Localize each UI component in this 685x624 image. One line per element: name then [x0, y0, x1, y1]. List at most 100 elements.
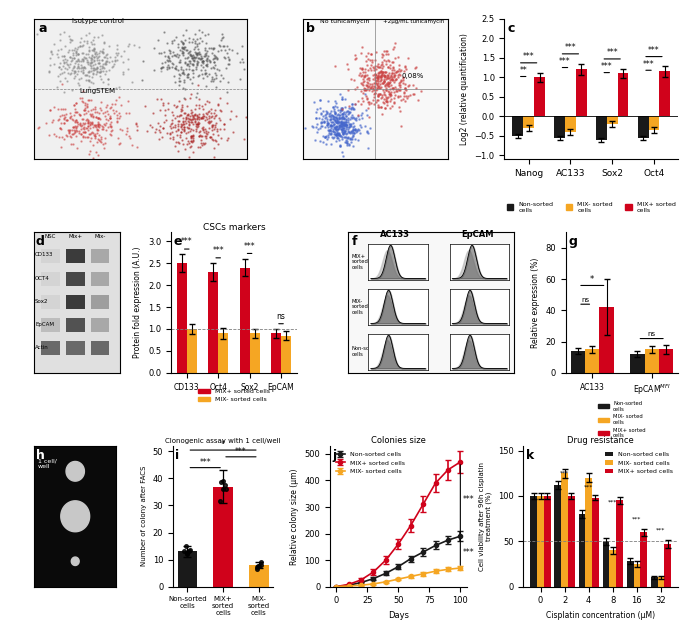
Bar [66, 318, 85, 332]
Point [190, 117, 201, 127]
Point [64, 52, 75, 62]
Point [86, 105, 97, 115]
Point [390, 67, 401, 77]
Point [91, 53, 102, 63]
Point [386, 66, 397, 76]
Point [58, 134, 69, 144]
Point [54, 62, 65, 72]
Point [340, 122, 351, 132]
Point [357, 64, 368, 74]
Point [375, 67, 386, 77]
Point [173, 76, 184, 86]
Point [177, 50, 188, 60]
Point [315, 119, 326, 129]
Point [384, 60, 395, 70]
Point [384, 72, 395, 82]
Point [195, 60, 206, 70]
Point [397, 73, 408, 83]
Point [366, 60, 377, 70]
Point [51, 82, 62, 92]
Point [379, 94, 390, 104]
Point [188, 54, 199, 64]
Point [169, 120, 180, 130]
Point [374, 89, 385, 99]
Point [188, 44, 199, 54]
Bar [537, 496, 544, 587]
Point [111, 117, 122, 127]
Point [188, 114, 199, 124]
Point [179, 144, 190, 154]
Point [328, 119, 339, 129]
Polygon shape [66, 462, 84, 481]
Point [338, 125, 349, 135]
Point [123, 41, 134, 51]
Point [86, 118, 97, 128]
Point [208, 108, 219, 118]
Point [183, 123, 194, 133]
Point [191, 34, 202, 44]
Point [320, 122, 331, 132]
Point [372, 81, 383, 91]
Point [90, 112, 101, 122]
Point [377, 77, 388, 87]
Point [341, 137, 352, 147]
Point [370, 76, 381, 85]
Point [333, 117, 344, 127]
Point [312, 104, 323, 114]
Point [84, 28, 95, 38]
Point [63, 68, 74, 78]
Point [391, 66, 402, 76]
Point [132, 125, 142, 135]
Point [97, 66, 108, 76]
Point [71, 115, 82, 125]
Point [93, 113, 104, 123]
Point [179, 125, 190, 135]
Point [380, 94, 391, 104]
Point [322, 122, 333, 132]
Point [339, 132, 350, 142]
Point [389, 72, 400, 82]
Point [169, 51, 179, 61]
Point [334, 110, 345, 120]
Point [177, 48, 188, 58]
Point [373, 90, 384, 100]
Point [171, 130, 182, 140]
Point [82, 55, 92, 65]
Point [329, 116, 340, 126]
Point [55, 76, 66, 86]
Point [336, 109, 347, 119]
Point [341, 124, 352, 134]
Point [179, 57, 190, 67]
Point [389, 54, 400, 64]
Point [55, 57, 66, 67]
Point [332, 130, 343, 140]
Point [375, 93, 386, 103]
Point [325, 111, 336, 121]
Point [206, 122, 217, 132]
Point [371, 71, 382, 80]
Point [353, 111, 364, 121]
Point [408, 89, 419, 99]
Point [378, 74, 389, 84]
Point [45, 105, 55, 115]
Point [186, 51, 197, 61]
Point [99, 143, 110, 153]
X-axis label: Cisplatin concentration (μM): Cisplatin concentration (μM) [546, 611, 656, 620]
Point [83, 95, 94, 105]
Point [254, 560, 265, 570]
Point [108, 61, 119, 71]
Point [345, 112, 356, 122]
Point [184, 114, 195, 124]
Point [403, 81, 414, 91]
Point [332, 110, 342, 120]
Point [84, 146, 95, 156]
Point [150, 127, 161, 137]
Point [193, 70, 204, 80]
Point [58, 61, 69, 71]
Bar [90, 271, 110, 286]
Point [196, 57, 207, 67]
Point [72, 62, 83, 72]
Point [206, 110, 217, 120]
Point [59, 87, 70, 97]
Point [71, 107, 82, 117]
